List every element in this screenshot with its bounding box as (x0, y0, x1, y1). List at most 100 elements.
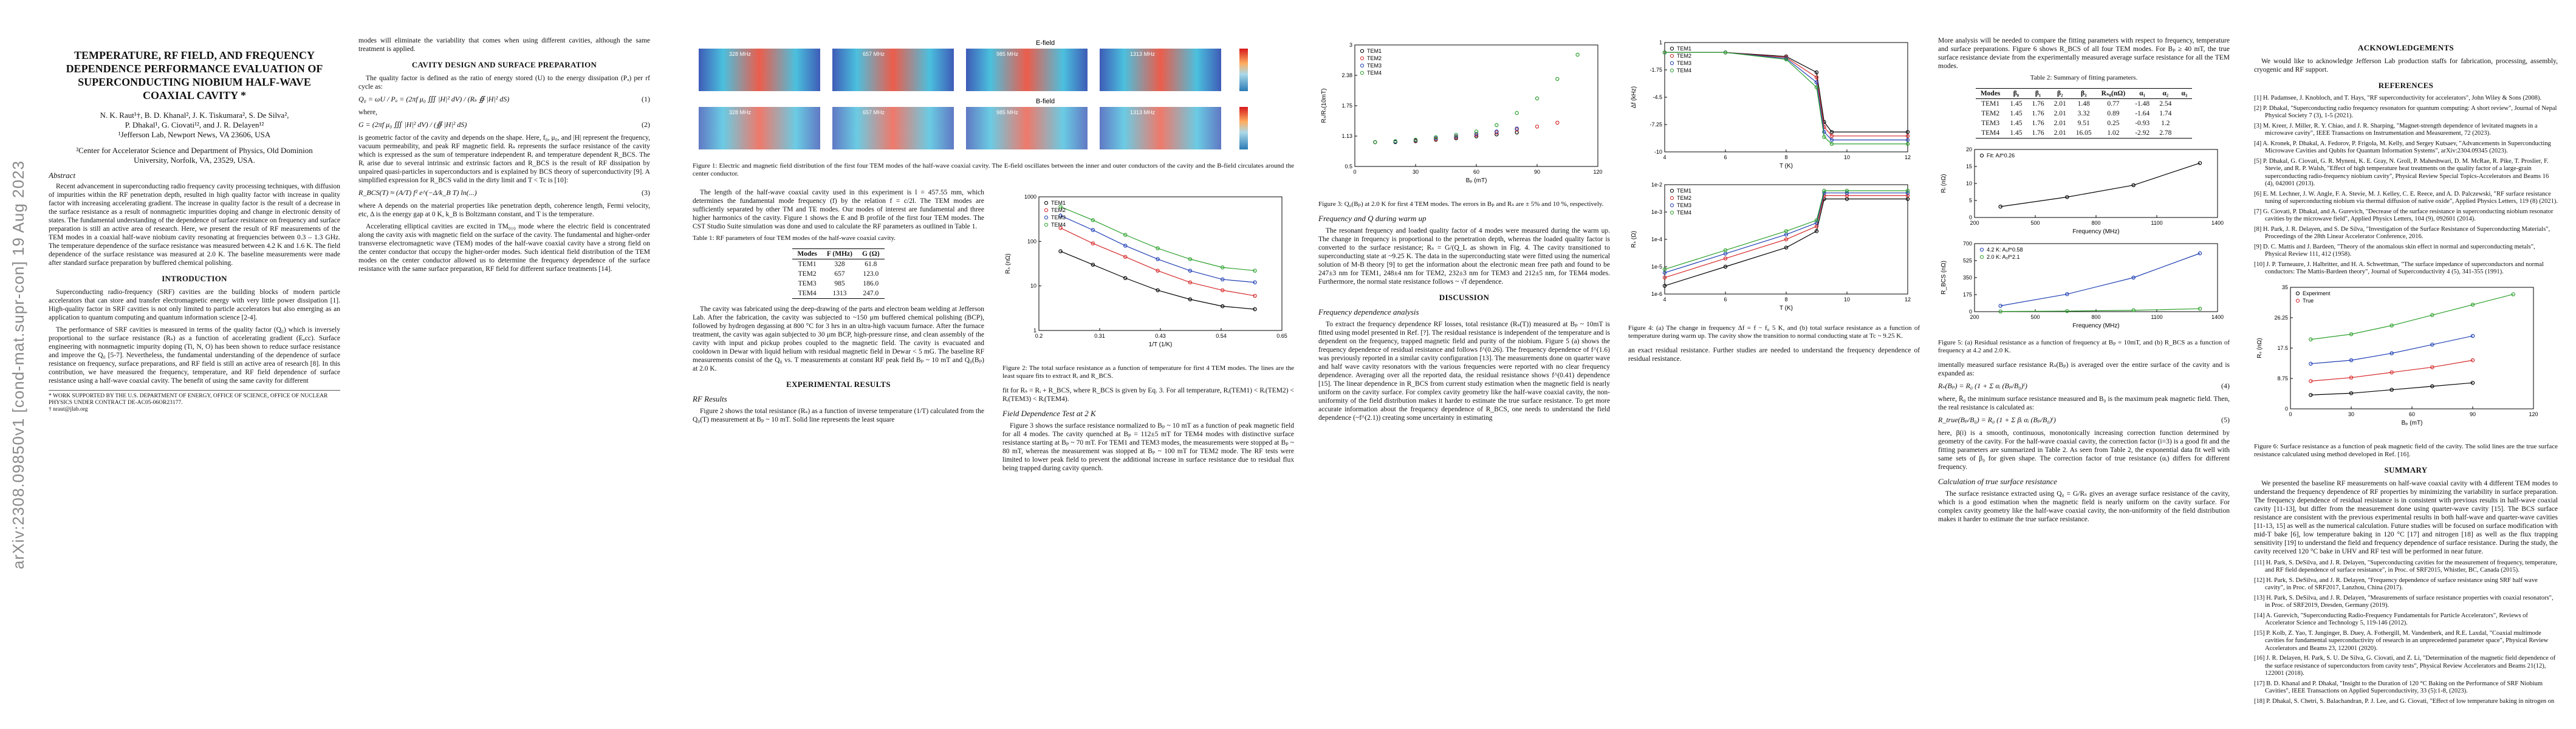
figure-5b-panel: 200 500 800 1100 1400 0 175 350 525 700 Frequency … (1941, 241, 2224, 329)
data-point (1784, 237, 1789, 242)
field-map-tem4-e (1100, 49, 1221, 91)
table-2-header: α₂ (2162, 90, 2169, 97)
x-tick-label: 60 (1473, 169, 1479, 175)
intro-paragraph: The performance of SRF cavities is measu… (49, 326, 340, 385)
y-tick-label: 1.13 (1341, 133, 1352, 139)
series-line (1664, 192, 1908, 273)
legend-entry: 4.2 K: A₀f^0.58 (1987, 247, 2023, 253)
data-point (2470, 334, 2475, 338)
y-tick-label: 1e-4 (1651, 236, 1662, 242)
data-point (2309, 378, 2313, 383)
table-1: Modes F (MHz) G (Ω) TEM1 328 61.8 TEM2 657 1… (792, 248, 885, 299)
series-line (1060, 215, 1255, 283)
x-tick-label: 800 (2091, 220, 2100, 226)
data-point (2309, 392, 2313, 397)
table-1-header: F (MHz) (826, 250, 852, 258)
reference-item: [18] P. Dhakal, S. Chetri, S. Balachandr… (2254, 697, 2555, 705)
body-paragraph: More analysis will be needed to compare … (1938, 37, 2230, 70)
data-point (2349, 332, 2354, 336)
data-point (1253, 307, 1257, 312)
figure-4-caption: Figure 4: (a) The change in frequency Δf… (1628, 324, 1920, 340)
data-point (1413, 137, 1418, 142)
data-point (1662, 50, 1667, 55)
figure-1-caption: Figure 1: Electric and magnetic field di… (693, 162, 1294, 177)
series-line (1060, 227, 1255, 296)
body-paragraph: Figure 2 shows the total resistance (Rₛ)… (693, 408, 984, 423)
arxiv-sidebar: arXiv:2308.09850v1 [cond-mat.supr-con] 1… (0, 0, 36, 729)
y-tick-label: 10 (1966, 180, 1972, 187)
data-point (2309, 361, 2313, 366)
table-cell: 1.45 (2010, 100, 2023, 108)
data-point (1829, 130, 1834, 134)
x-axis-label: 1/T (1/K) (1149, 341, 1173, 348)
x-tick-label: 12 (1905, 296, 1911, 303)
data-point (1814, 221, 1819, 225)
y-axis-label: Rₛ/Rₛ(10mT) (1321, 89, 1327, 123)
table-cell: 2.01 (2054, 120, 2066, 127)
data-point (1373, 140, 1377, 145)
x-tick-label: 1400 (2211, 314, 2224, 320)
table-cell: 247.0 (863, 290, 879, 297)
table-1-header: Modes (797, 250, 817, 258)
legend-marker (1044, 208, 1049, 213)
x-tick-label: 10 (1844, 296, 1850, 303)
data-point (1723, 264, 1728, 269)
y-tick-label: 1 (1033, 327, 1036, 334)
data-point (1998, 204, 2002, 209)
ack-heading: ACKNOWLEDGEMENTS (2358, 43, 2454, 52)
reference-item: [13] H. Park, S. DeSilva, and J. R. Dela… (2254, 594, 2554, 609)
reference-item: [6] E. M. Lechner, J. W. Angle, F. A. St… (2254, 190, 2558, 205)
data-point (1905, 142, 1910, 146)
data-point (1814, 70, 1819, 75)
data-point (1156, 246, 1160, 250)
y-tick-label: 700 (1963, 241, 1972, 247)
data-point (1784, 229, 1789, 233)
x-tick-label: 30 (2348, 411, 2354, 417)
data-point (1822, 130, 1826, 134)
summary-text: We presented the baseline RF measurement… (2254, 479, 2558, 555)
legend-marker (1360, 56, 1365, 61)
data-point (1091, 228, 1095, 232)
reference-item: [16] J. R. Delayen, H. Park, S. U. De Si… (2254, 655, 2556, 677)
x-tick-label: 0 (2289, 411, 2292, 417)
abstract-heading: Abstract (49, 171, 76, 180)
affiliation-2: ²Center for Accelerator Science and Depa… (76, 146, 313, 165)
data-point (1454, 132, 1458, 137)
x-axis-label: Bₚ (mT) (1466, 177, 1487, 184)
x-axis-label: Frequency (MHz) (2072, 323, 2119, 329)
table-cell: TEM2 (798, 270, 817, 278)
table-cell: 657 (834, 270, 845, 278)
plot-frame (2290, 287, 2534, 409)
figure-6-chart: 0 30 60 90 120 0 8.75 17.5 26.25 35 Bₚ (mT) Rₛ (nΩ)… (2256, 284, 2538, 426)
y-tick-label: 15 (1966, 163, 1972, 169)
data-point (1474, 132, 1479, 136)
table-row: TEM3 1.45 1.76 2.01 9.51 0.25 -0.93 1.2 (1976, 118, 2192, 128)
legend-marker (2295, 298, 2300, 303)
data-point (2470, 358, 2475, 362)
figure-5-chart: 200 500 800 1100 1400 0 5 10 15 20 Frequency (MHz)… (1941, 146, 2224, 329)
data-point (2065, 309, 2069, 313)
data-point (1188, 269, 1193, 273)
legend-entry: Fit: Aᵢf^0.26 (1987, 152, 2015, 159)
data-point (1814, 80, 1819, 84)
table-cell: TEM3 (1981, 120, 2000, 127)
series-line (1664, 195, 1908, 278)
x-tick-label: 1100 (2151, 220, 2162, 226)
figure-4b-chart: 4 6 8 10 12 1e-6 1e-5 1e-4 1e-3 1e-2 T (K) Rₛ (Ω) TE… (1631, 182, 1911, 312)
data-point (2389, 370, 2394, 374)
table-cell: TEM4 (1981, 129, 2000, 137)
x-tick-label: 0.2 (1035, 333, 1043, 339)
table-cell: -2.92 (2135, 129, 2150, 137)
y-tick-label: 0 (1969, 214, 1972, 221)
data-point (1723, 248, 1728, 253)
legend-marker (1670, 188, 1674, 193)
data-point (1123, 244, 1128, 248)
cavity-paragraph: The quality factor is defined as the rat… (358, 75, 650, 91)
table-row: TEM2 657 123.0 (792, 269, 884, 279)
data-point (1905, 138, 1910, 142)
y-tick-label: 20 (1966, 146, 1972, 152)
x-tick-label: 1400 (2211, 220, 2224, 226)
series-line (2000, 162, 2201, 207)
data-point (1814, 75, 1819, 80)
data-point (1784, 245, 1789, 250)
